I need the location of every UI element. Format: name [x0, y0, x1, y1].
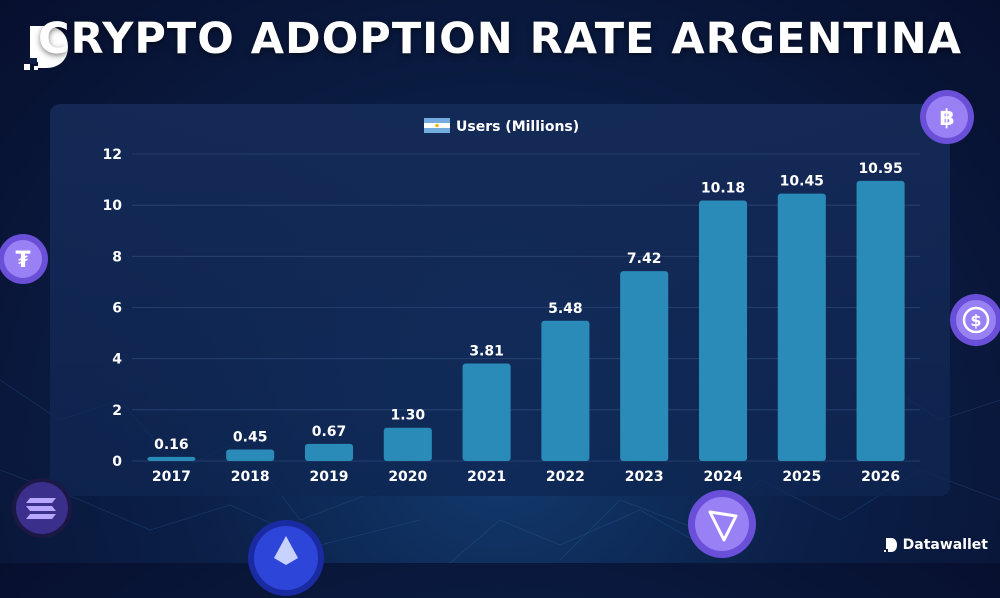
svg-text:₮: ₮: [15, 248, 31, 273]
x-tick-label: 2019: [310, 469, 349, 485]
bar: [777, 193, 826, 461]
page-title: CRYPTO ADOPTION RATE ARGENTINA: [37, 14, 963, 64]
data-label: 0.67: [312, 424, 347, 440]
data-label: 1.30: [391, 408, 426, 424]
svg-text:$: $: [970, 311, 981, 330]
x-tick-label: 2026: [861, 469, 900, 485]
bar: [304, 443, 354, 461]
x-tick-label: 2023: [625, 469, 664, 485]
legend-label: Users (Millions): [456, 119, 579, 135]
x-tick-label: 2022: [546, 469, 585, 485]
y-tick-label: 8: [112, 249, 122, 265]
x-tick-label: 2025: [782, 469, 821, 485]
y-tick-label: 12: [103, 147, 122, 163]
y-tick-label: 4: [112, 352, 122, 368]
svg-text:฿: ฿: [939, 106, 954, 131]
x-tick-label: 2018: [231, 469, 270, 485]
bar: [698, 200, 748, 461]
solana-coin-icon: [10, 476, 74, 540]
data-label: 10.95: [858, 161, 902, 177]
chart-panel: Users (Millions) 0 2 4 6 8 10 12 0.16 2017 0.45 201…: [50, 104, 950, 496]
data-label: 5.48: [548, 301, 583, 317]
y-tick-label: 2: [112, 403, 122, 419]
bar: [462, 363, 511, 461]
data-label: 3.81: [469, 344, 504, 360]
bitcoin-coin-icon: ฿: [918, 88, 976, 146]
ethereum-coin-icon: [246, 518, 326, 598]
data-label: 10.18: [701, 181, 745, 197]
tether-coin-icon: ₮: [0, 232, 50, 286]
usdc-coin-icon: $: [948, 292, 1000, 348]
bar: [856, 180, 905, 462]
brand-name: Datawallet: [902, 537, 988, 553]
tron-coin-icon: [686, 488, 758, 560]
bar: [620, 271, 669, 461]
datawallet-logo-icon: [24, 26, 68, 70]
data-label: 7.42: [627, 251, 662, 267]
x-tick-label: 2024: [704, 469, 743, 485]
x-tick-label: 2021: [467, 469, 506, 485]
bar: [226, 449, 275, 461]
data-label: 0.16: [154, 437, 189, 453]
y-tick-label: 6: [112, 301, 122, 317]
brand-footer: Datawallet: [883, 537, 988, 553]
bar: [541, 320, 590, 461]
x-tick-label: 2020: [388, 469, 427, 485]
bar-chart: Users (Millions) 0 2 4 6 8 10 12 0.16 2017 0.45 201…: [103, 118, 920, 485]
data-label: 10.45: [780, 174, 824, 190]
bar: [383, 427, 432, 461]
datawallet-mini-logo-icon: [883, 538, 897, 552]
argentina-flag-icon: [424, 118, 450, 133]
bar: [147, 456, 196, 461]
y-tick-label: 10: [103, 198, 123, 214]
y-tick-label: 0: [112, 454, 122, 470]
data-label: 0.45: [233, 429, 268, 445]
x-tick-label: 2017: [152, 469, 191, 485]
